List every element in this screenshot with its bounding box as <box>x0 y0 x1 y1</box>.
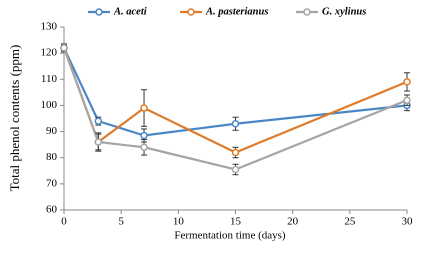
data-point <box>94 117 103 125</box>
legend-marker <box>95 8 103 16</box>
y-tick-label: 110 <box>41 73 58 85</box>
legend-label: A. pasterianus <box>205 6 268 17</box>
x-tick-label: 0 <box>61 216 67 228</box>
y-tick-label: 100 <box>41 99 58 111</box>
y-tick-label: 70 <box>46 177 58 189</box>
data-point <box>231 119 240 128</box>
data-point <box>140 131 148 140</box>
y-axis-label: Total phenol contents (ppm) <box>7 45 22 192</box>
x-tick-label: 20 <box>287 216 299 228</box>
x-tick-label: 25 <box>344 216 356 228</box>
x-tick-label: 30 <box>402 216 414 228</box>
x-axis-label: Fermentation time (days) <box>174 230 286 242</box>
data-point <box>403 96 411 104</box>
y-tick-label: 60 <box>46 204 58 216</box>
y-tick-label: 130 <box>41 21 58 33</box>
data-point <box>140 104 148 112</box>
data-point <box>231 165 240 174</box>
data-point <box>403 78 411 86</box>
data-point <box>140 143 148 152</box>
series-line <box>62 47 408 154</box>
legend-label: A. aceti <box>113 6 147 17</box>
data-point <box>60 44 68 52</box>
x-tick-label: 15 <box>230 216 242 228</box>
legend-label: G. xylinus <box>322 6 366 17</box>
legend-marker <box>303 8 311 16</box>
y-tick-label: 120 <box>41 47 58 59</box>
data-point <box>231 148 240 157</box>
x-tick-label: 5 <box>118 216 124 228</box>
legend-marker <box>187 8 195 16</box>
x-tick-label: 10 <box>173 216 185 228</box>
y-tick-label: 90 <box>46 125 58 137</box>
y-tick-label: 80 <box>46 151 58 163</box>
data-point <box>94 138 103 146</box>
